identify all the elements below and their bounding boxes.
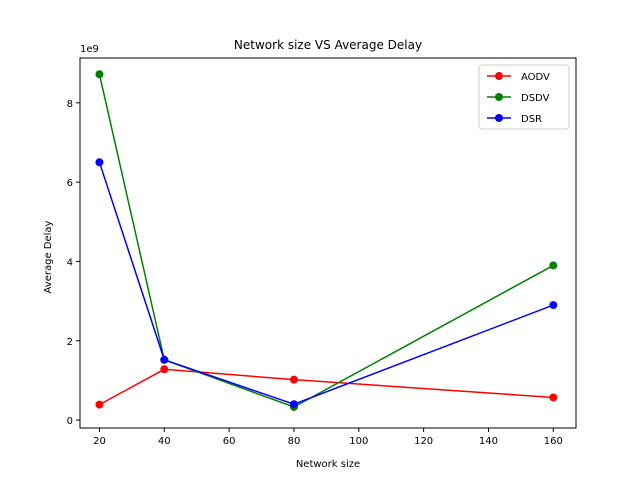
x-tick-label: 120 — [414, 436, 433, 447]
y-axis-ticks: 0 2 4 6 8 — [67, 99, 80, 427]
x-tick-label: 60 — [223, 436, 236, 447]
data-point-aodv — [95, 400, 104, 409]
x-axis-ticks: 20 40 60 80 100 120 140 160 — [93, 428, 563, 447]
x-tick-label: 140 — [479, 436, 498, 447]
y-tick-label: 0 — [67, 416, 73, 427]
series-line-dsdv — [98, 74, 554, 408]
x-tick-label: 40 — [158, 436, 171, 447]
series-layer — [95, 70, 558, 411]
x-tick-label: 100 — [349, 436, 368, 447]
y-tick-label: 2 — [67, 337, 73, 348]
y-axis-label: Average Delay — [43, 220, 54, 293]
x-axis-label: Network size — [296, 459, 360, 470]
legend-marker-dsdv — [495, 93, 503, 101]
y-tick-label: 6 — [67, 178, 73, 189]
series-line-aodv — [99, 368, 554, 406]
data-point-aodv — [289, 375, 298, 384]
y-tick-label: 8 — [67, 99, 73, 110]
y-tick-label: 4 — [67, 257, 73, 268]
legend-label-aodv: AODV — [521, 72, 550, 83]
data-point-dsr — [289, 400, 298, 409]
series-line-dsr — [98, 162, 554, 406]
data-point-aodv — [160, 365, 169, 374]
legend-marker-dsr — [495, 114, 503, 122]
legend: AODV DSDV DSR — [478, 64, 570, 130]
legend-box — [478, 64, 570, 130]
data-point-aodv — [549, 393, 558, 402]
plot-frame — [79, 57, 577, 429]
x-tick-label: 160 — [544, 436, 563, 447]
data-point-dsr — [95, 158, 104, 167]
legend-marker-aodv — [495, 72, 503, 80]
y-offset-label: 1e9 — [80, 44, 99, 55]
data-point-dsr — [160, 355, 169, 364]
legend-label-dsdv: DSDV — [521, 93, 550, 104]
x-tick-label: 80 — [288, 436, 301, 447]
data-point-dsdv — [549, 261, 558, 270]
data-point-dsdv — [95, 70, 104, 79]
legend-label-dsr: DSR — [521, 114, 542, 125]
chart-title: Network size VS Average Delay — [234, 38, 422, 52]
x-tick-label: 20 — [93, 436, 106, 447]
data-point-dsr — [549, 301, 558, 310]
